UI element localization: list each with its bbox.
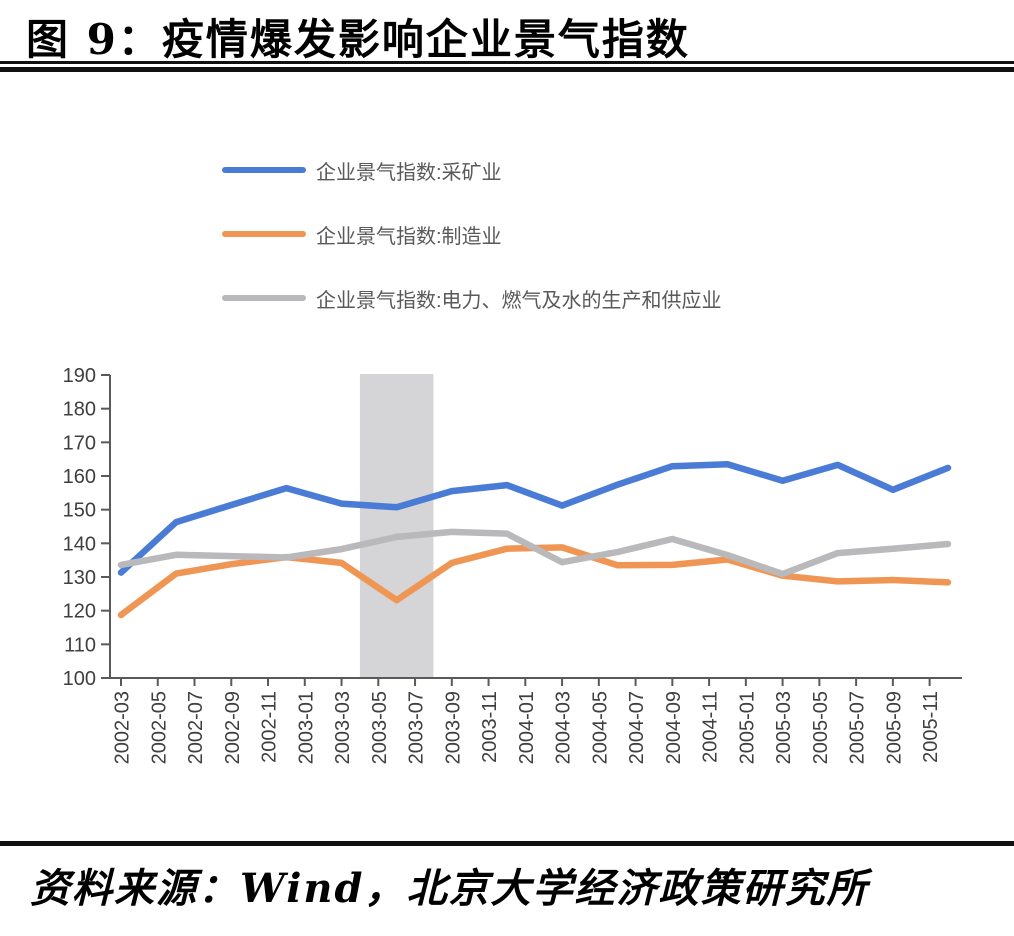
footer-divider: [0, 841, 1014, 846]
legend-label-utilities: 企业景气指数:电力、燃气及水的生产和供应业: [316, 289, 722, 312]
x-axis-tick-label: 2003-09: [442, 691, 464, 764]
x-axis-tick-label: 2003-03: [332, 691, 354, 764]
figure-title: 图 9：疫情爆发影响企业景气指数: [26, 15, 690, 64]
legend-label-manufacturing: 企业景气指数:制造业: [316, 225, 502, 248]
y-axis-tick-label: 120: [63, 601, 96, 623]
x-axis-tick-label: 2005-11: [920, 691, 942, 763]
y-axis-tick-label: 110: [64, 634, 96, 656]
x-axis-tick-label: 2005-09: [883, 691, 905, 764]
x-axis-tick-label: 2002-07: [185, 691, 207, 764]
title-divider-thick: [0, 67, 1014, 72]
x-axis-tick-label: 2004-05: [589, 691, 611, 764]
x-axis-tick-label: 2002-09: [222, 691, 244, 764]
x-axis-tick-label: 2005-07: [847, 691, 869, 764]
x-axis-tick-label: 2003-07: [406, 691, 428, 764]
x-axis-tick-label: 2004-07: [626, 691, 648, 764]
legend-item-manufacturing: 企业景气指数:制造业: [222, 214, 722, 254]
x-axis-tick-label: 2005-01: [736, 691, 758, 764]
x-axis-tick-label: 2003-11: [479, 691, 501, 763]
y-axis-tick-label: 140: [63, 533, 96, 555]
x-axis-tick-label: 2002-11: [259, 691, 281, 763]
x-axis-tick-label: 2005-05: [810, 691, 832, 764]
manufacturing-line-swatch-icon: [222, 231, 306, 237]
utilities-series-line: [117, 528, 952, 578]
y-axis-tick-label: 150: [63, 500, 96, 522]
legend-item-utilities: 企业景气指数:电力、燃气及水的生产和供应业: [222, 278, 722, 318]
legend-label-mining: 企业景气指数:采矿业: [316, 161, 502, 184]
x-axis-tick-label: 2004-01: [516, 691, 538, 764]
title-divider-thin: [0, 61, 1014, 64]
source-note: 资料来源：Wind，北京大学经济政策研究所: [30, 865, 869, 912]
x-axis-tick-label: 2002-03: [112, 691, 134, 764]
y-axis-tick-label: 130: [63, 567, 96, 589]
mining-series-line: [117, 460, 952, 576]
utilities-line-swatch-icon: [222, 295, 306, 301]
x-axis-tick-label: 2003-01: [295, 691, 317, 764]
x-axis-tick-label: 2004-09: [663, 691, 685, 764]
x-axis-tick-label: 2003-05: [369, 691, 391, 764]
chart-legend: 企业景气指数:采矿业 企业景气指数:制造业 企业景气指数:电力、燃气及水的生产和…: [222, 150, 722, 342]
x-axis-tick-label: 2002-05: [148, 691, 170, 764]
sars-period-band: [359, 374, 434, 678]
mining-line-swatch-icon: [222, 167, 306, 173]
legend-item-mining: 企业景气指数:采矿业: [222, 150, 722, 190]
y-axis-tick-label: 100: [63, 668, 96, 690]
x-axis-tick-label: 2004-11: [700, 691, 722, 763]
business-climate-index-chart: 100 110 120 130 140 150 160 170 180 190 2002-03 200…: [63, 365, 962, 764]
x-axis-tick-label: 2004-03: [553, 691, 575, 764]
y-axis-tick-label: 160: [63, 466, 96, 488]
y-axis-tick-label: 190: [63, 365, 96, 387]
y-axis-tick-label: 170: [63, 432, 96, 454]
x-axis-tick-label: 2005-03: [773, 691, 795, 764]
axes: [109, 375, 962, 679]
y-axis-tick-label: 180: [63, 399, 96, 421]
